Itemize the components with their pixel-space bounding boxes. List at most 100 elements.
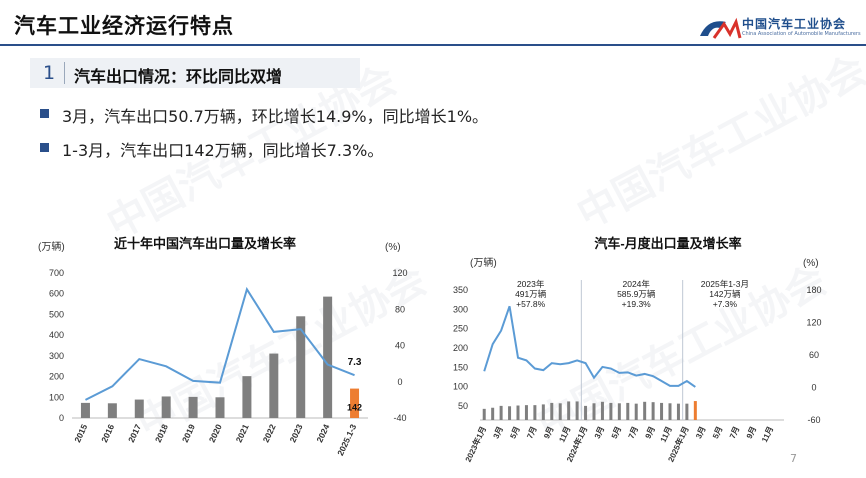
bar <box>592 403 596 420</box>
x-tick-label: 2016 <box>99 422 116 444</box>
page-title: 汽车工业经济运行特点 <box>14 14 234 38</box>
x-tick-label: 2022 <box>261 422 278 444</box>
x-tick-label: 11月 <box>760 425 775 444</box>
y-tick-label: 600 <box>49 289 64 299</box>
section-header <box>30 58 360 88</box>
bar <box>269 353 279 418</box>
bar <box>634 403 638 420</box>
bar <box>617 403 621 420</box>
x-tick-label: 11月 <box>659 425 674 444</box>
bar <box>626 402 630 420</box>
y-tick-label: 700 <box>49 268 64 278</box>
bar <box>215 397 225 418</box>
growth-line <box>85 286 355 401</box>
bar <box>499 405 503 420</box>
bar <box>668 403 672 420</box>
annotation-text: 491万辆 <box>515 289 547 299</box>
y-tick-label: 300 <box>49 351 64 361</box>
y2-tick-label: 80 <box>395 304 405 314</box>
annotation-text: 2025年1-3月 <box>701 279 749 289</box>
annotation-text: 585.9万辆 <box>617 289 656 299</box>
x-tick-label: 2020 <box>207 422 224 444</box>
y2-tick-label: 120 <box>806 318 821 328</box>
bar <box>609 402 613 420</box>
data-label: 142 <box>347 403 362 413</box>
x-tick-label: 9月 <box>644 425 657 440</box>
annotation-text: 2024年 <box>623 279 651 289</box>
bar <box>524 405 528 420</box>
y2-tick-label: 180 <box>806 285 821 295</box>
y2-tick-label: 120 <box>392 268 407 278</box>
bar <box>685 403 689 420</box>
x-tick-label: 2023年1月 <box>463 425 488 464</box>
bar <box>676 403 680 420</box>
bar <box>516 405 520 420</box>
x-tick-label: 5月 <box>508 425 521 440</box>
annotation-text: +19.3% <box>622 299 652 309</box>
title-divider <box>0 44 866 46</box>
data-label: 7.3 <box>348 357 362 368</box>
bar <box>80 402 90 418</box>
bar <box>660 402 664 420</box>
bullet-text: 3月，汽车出口50.7万辆，环比增长14.9%，同比增长1%。 <box>62 107 489 126</box>
x-tick-label: 7月 <box>728 425 741 440</box>
x-tick-label: 5月 <box>610 425 623 440</box>
y-tick-label: 300 <box>453 304 468 314</box>
y-unit-right: (%) <box>385 242 401 253</box>
y-unit-left: (万辆) <box>470 256 497 269</box>
bar <box>541 404 545 420</box>
x-tick-label: 2023 <box>287 422 304 444</box>
y2-tick-label: 40 <box>395 341 405 351</box>
bar <box>188 396 198 418</box>
bar <box>491 407 495 420</box>
watermark: 中国汽车工业协会 <box>569 47 866 238</box>
caam-logo-icon <box>700 17 742 39</box>
y2-tick-label: -60 <box>807 415 820 425</box>
x-tick-label: 7月 <box>627 425 640 440</box>
y2-tick-label: 0 <box>811 383 816 393</box>
x-tick-label: 2018 <box>153 422 170 444</box>
x-tick-label: 2017 <box>126 422 143 444</box>
bar <box>600 401 604 420</box>
bar <box>567 401 571 420</box>
y-tick-label: 100 <box>49 392 64 402</box>
y-tick-label: 0 <box>59 413 64 423</box>
bar <box>643 401 647 420</box>
y-tick-label: 200 <box>453 343 468 353</box>
bar <box>323 296 333 418</box>
bar <box>134 399 144 418</box>
bar <box>161 396 171 418</box>
annotation-text: +7.3% <box>713 299 738 309</box>
x-tick-label: 9月 <box>542 425 555 440</box>
bar <box>242 376 252 418</box>
y-unit-left: (万辆) <box>38 240 65 253</box>
y2-tick-label: 60 <box>809 350 819 360</box>
bar <box>584 405 588 420</box>
org-name-en: China Association of Automobile Manufact… <box>742 31 861 37</box>
y-tick-label: 350 <box>453 285 468 295</box>
section-number: 1 <box>42 62 56 84</box>
x-tick-label: 3月 <box>694 425 707 440</box>
bar <box>350 388 360 418</box>
x-tick-label: 5月 <box>711 425 724 440</box>
monthly-export-chart: 汽车-月度出口量及增长率 (万辆) (%) 50 100 150 200 250 300 3… <box>453 236 822 464</box>
y-tick-label: 200 <box>49 372 64 382</box>
y-tick-label: 50 <box>458 401 468 411</box>
x-tick-label: 7月 <box>525 425 538 440</box>
section-divider <box>64 62 65 84</box>
bar <box>550 402 554 420</box>
bullet-marker <box>40 109 49 118</box>
bar <box>693 401 697 420</box>
bar <box>575 401 579 420</box>
annotation-text: +57.8% <box>516 299 546 309</box>
growth-line <box>483 305 696 388</box>
y-tick-label: 100 <box>453 382 468 392</box>
bullet-marker <box>40 143 49 152</box>
y-tick-label: 150 <box>453 362 468 372</box>
page-number: 7 <box>790 452 797 465</box>
bullet-text: 1-3月，汽车出口142万辆，同比增长7.3%。 <box>62 141 384 160</box>
y-tick-label: 400 <box>49 330 64 340</box>
annotation-text: 142万辆 <box>709 289 741 299</box>
bar <box>533 405 537 420</box>
y-tick-label: 250 <box>453 324 468 334</box>
